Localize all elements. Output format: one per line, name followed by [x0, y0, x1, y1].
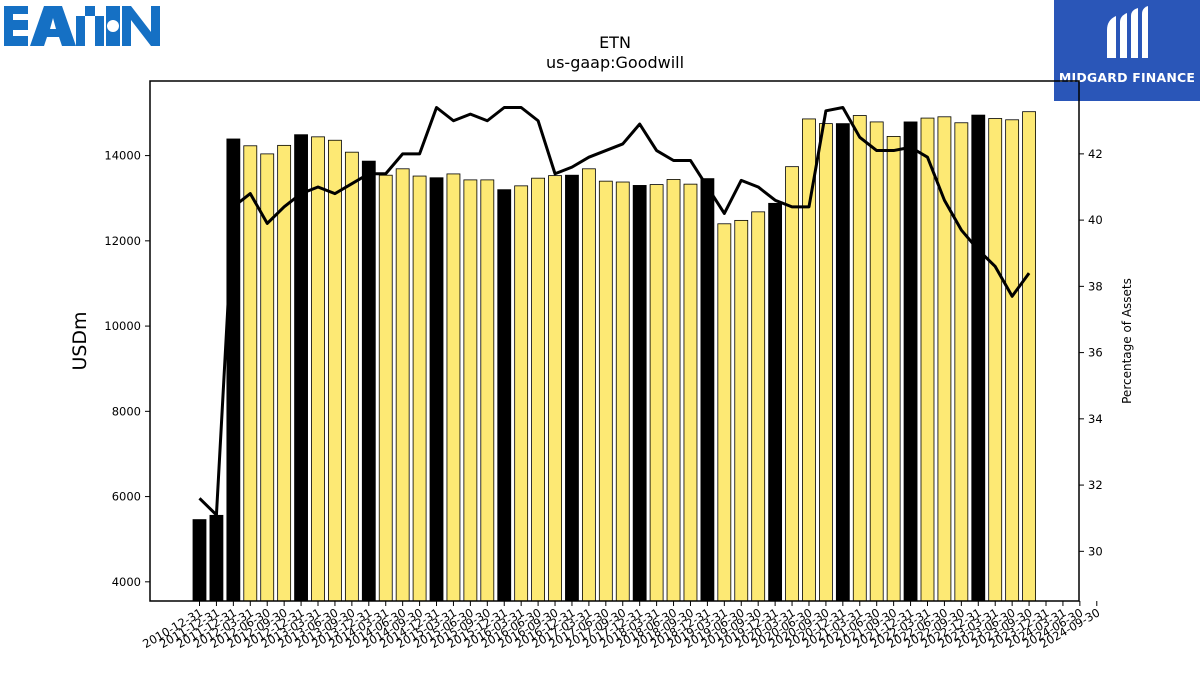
bar-2022-03-31 — [920, 117, 935, 602]
bar-series — [192, 111, 1036, 602]
bar-2015-03-31 — [446, 173, 461, 602]
bar-2018-12-31 — [700, 178, 715, 602]
y2-tick-label: 32 — [1088, 478, 1103, 492]
bar-2023-03-31 — [988, 118, 1003, 602]
bar-2021-03-31 — [852, 115, 867, 602]
y2-tick-label: 40 — [1088, 213, 1103, 227]
y2-axis-label: Percentage of Assets — [1120, 278, 1134, 404]
badge-label: MIDGARD FINANCE — [1058, 70, 1196, 85]
bar-2015-12-31 — [497, 189, 512, 602]
bar-2016-06-30 — [531, 177, 545, 602]
y-tick-label: 8000 — [112, 404, 141, 418]
bar-2017-12-31 — [632, 185, 647, 602]
bar-2022-12-31 — [971, 114, 986, 602]
bar-2020-03-31 — [785, 166, 799, 602]
y-tick-label: 14000 — [104, 149, 141, 163]
bar-2013-09-30 — [344, 151, 359, 602]
bar-2011-03-31 — [209, 514, 224, 602]
bar-2020-12-31 — [835, 123, 850, 602]
y2-tick-label: 36 — [1088, 346, 1103, 360]
y2-tick-label: 42 — [1088, 147, 1103, 161]
bar-2022-09-30 — [954, 122, 969, 602]
bar-2013-06-30 — [328, 139, 342, 602]
bar-2020-06-30 — [802, 118, 816, 602]
y2-tick-label: 34 — [1088, 412, 1103, 426]
bar-2019-09-30 — [751, 211, 766, 602]
chart-title: ETN — [599, 33, 631, 52]
bar-2020-09-30 — [819, 123, 833, 602]
bar-2023-09-30 — [1022, 111, 1036, 602]
bar-2017-06-30 — [598, 180, 613, 602]
bar-2012-09-30 — [277, 144, 292, 602]
bar-2018-09-30 — [683, 183, 698, 602]
bar-2010-12-31 — [192, 519, 207, 602]
bar-2017-09-30 — [615, 181, 630, 602]
x-axis-ticks: 2010-12-312011-12-312011-12-312012-03-31… — [140, 601, 1102, 651]
bar-2014-03-31 — [378, 174, 393, 602]
y2-tick-label: 30 — [1088, 544, 1103, 558]
eaton-logo — [4, 6, 160, 46]
bar-2013-03-31 — [311, 136, 325, 602]
bar-2015-06-30 — [463, 179, 478, 602]
right-axis-ticks: 30 32 34 36 38 40 42 — [1079, 147, 1103, 558]
bar-2019-03-31 — [717, 223, 732, 602]
chart-subtitle: us-gaap:Goodwill — [546, 53, 684, 72]
plot-frame — [149, 80, 1080, 602]
bar-2019-06-30 — [734, 219, 749, 602]
bar-2016-12-31 — [565, 174, 579, 602]
bar-2018-03-31 — [649, 184, 664, 602]
bar-2018-06-30 — [666, 179, 681, 602]
bar-2021-09-30 — [886, 136, 901, 602]
midgard-logo-icon — [1107, 6, 1148, 58]
bar-2019-12-31 — [768, 202, 783, 602]
bar-2017-03-31 — [581, 168, 596, 602]
bar-2012-03-31 — [243, 145, 258, 602]
left-axis-ticks: 4000 6000 8000 10000 12000 14000 — [104, 149, 150, 589]
bar-2015-09-30 — [480, 179, 495, 602]
bar-2013-12-31 — [361, 160, 376, 602]
bar-2021-12-31 — [903, 121, 918, 602]
y-tick-label: 4000 — [112, 575, 141, 589]
bar-2014-06-30 — [395, 168, 410, 602]
bar-2023-06-30 — [1005, 119, 1020, 602]
y-tick-label: 12000 — [104, 234, 141, 248]
percentage-line — [198, 106, 1031, 517]
bar-2012-12-31 — [294, 134, 308, 602]
y-tick-label: 6000 — [112, 490, 141, 504]
bar-2014-09-30 — [412, 175, 427, 602]
bar-2016-09-30 — [548, 175, 562, 602]
bar-2021-06-30 — [869, 121, 884, 602]
bar-2016-03-31 — [514, 185, 529, 602]
bar-2014-12-31 — [429, 177, 444, 602]
y2-tick-label: 38 — [1088, 279, 1103, 293]
y-tick-label: 10000 — [104, 319, 141, 333]
y-axis-label: USDm — [69, 311, 91, 370]
